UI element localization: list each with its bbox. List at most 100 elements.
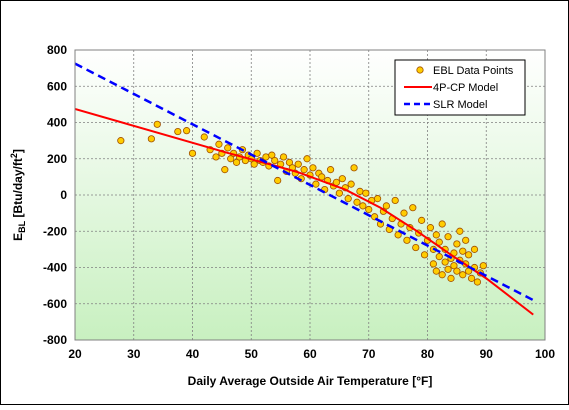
ebl-data-point [365,205,373,214]
ebl-data-point [382,202,390,210]
ebl-data-point [456,227,464,235]
ebl-data-point [294,160,302,168]
ebl-data-point [224,144,232,152]
y-tick-label: 0 [60,188,67,202]
y-axis-title-sup: 2 [9,153,19,158]
ebl-data-point [403,236,411,244]
y-tick-label: 800 [47,43,67,57]
ebl-data-point [459,247,467,255]
ebl-data-point [153,120,161,128]
ebl-data-point [412,243,420,252]
ebl-data-point [183,127,191,135]
ebl-data-point [462,236,470,244]
ebl-data-point [300,166,308,174]
ebl-data-point [467,274,476,282]
x-tick-label: 100 [535,347,555,361]
ebl-data-point [309,164,317,172]
ebl-data-point [450,262,458,270]
ebl-data-point [420,251,429,259]
ebl-data-point [438,271,446,279]
ebl-data-point [174,127,182,136]
legend-label-4p: 4P-CP Model [433,82,498,94]
ebl-data-point [303,155,311,163]
ebl-data-point [274,176,282,185]
x-tick-label: 70 [362,347,376,361]
ebl-data-point [444,265,452,273]
plot-border [74,49,546,341]
ebl-data-point [444,233,452,241]
ebl-data-point [432,231,440,239]
ebl-data-point [432,267,440,275]
ebl-data-point [117,137,125,145]
ebl-data-point [268,151,276,159]
ebl-data-point [453,267,461,275]
x-tick-label: 40 [186,347,200,361]
ebl-data-point [429,260,437,268]
y-axis-title-rest: [Btu/day/ft [11,158,25,221]
tick-labels: 20 30 40 50 60 70 80 90 100 -800 -600 -400 -200 0 200 4… [43,43,555,361]
ebl-data-point [479,262,487,270]
x-tick-label: 20 [68,347,82,361]
ebl-data-point [391,196,399,205]
y-axis-title: EBL [Btu/day/ft2] [9,149,27,241]
ebl-data-point [232,158,241,166]
ebl-data-point [435,238,443,246]
ebl-data-point [441,258,449,266]
ebl-data-point [438,220,446,228]
ebl-data-point [409,204,417,212]
y-tick-label: -400 [43,261,67,275]
ebl-data-point [271,156,279,165]
ebl-data-point [253,149,261,157]
ebl-data-point [335,189,343,197]
ebl-data-point [221,166,229,174]
ebl-data-point [453,240,461,248]
legend-label-slr: SLR Model [433,99,487,111]
y-tick-label: -800 [43,333,67,347]
x-axis-title: Daily Average Outside Air Temperature [°… [188,374,433,388]
x-tick-label: 90 [480,347,494,361]
ebl-data-point [418,216,426,224]
ebl-data-point [279,153,288,161]
ebl-data-point [338,175,346,183]
x-tick-label: 60 [303,347,317,361]
x-tick-label: 30 [127,347,141,361]
ebl-data-point [459,271,467,279]
ebl-data-point [312,180,320,188]
series-layer [75,62,534,316]
ebl-data-point [215,140,223,148]
ebl-data-point [362,189,370,197]
ebl-data-point [344,195,352,203]
ebl-data-point [200,133,208,141]
y-tick-label: 400 [47,116,67,130]
ebl-data-point [426,224,435,232]
series-slr-model-line [75,62,534,302]
ebl-data-point [212,153,220,161]
y-tick-label: 600 [47,79,67,93]
y-tick-label: -200 [43,224,67,238]
y-tick-label: -600 [43,297,67,311]
ebl-data-point [350,164,358,172]
legend-marker-ebl [416,66,424,74]
y-axis-title-sub: BL [17,220,27,232]
ebl-data-point [473,278,482,286]
legend: EBL Data Points 4P-CP Model SLR Model [394,59,526,116]
ebl-data-point [347,180,355,188]
ebl-data-point [353,198,361,206]
ebl-data-point [250,160,258,168]
ebl-data-point [326,166,335,174]
ebl-data-point [285,158,294,166]
ebl-data-point [470,245,479,253]
ebl-data-point [359,202,367,210]
ebl-data-point [373,195,382,203]
ebl-data-point [465,251,473,259]
ebl-data-point [435,253,443,261]
legend-label-ebl: EBL Data Points [433,65,514,77]
ebl-data-point [356,187,364,195]
x-tick-label: 50 [245,347,259,361]
y-axis-title-end: ] [11,149,25,153]
ebl-data-point [262,153,270,161]
ebl-data-point [188,149,197,157]
ebl-data-point [227,155,235,163]
